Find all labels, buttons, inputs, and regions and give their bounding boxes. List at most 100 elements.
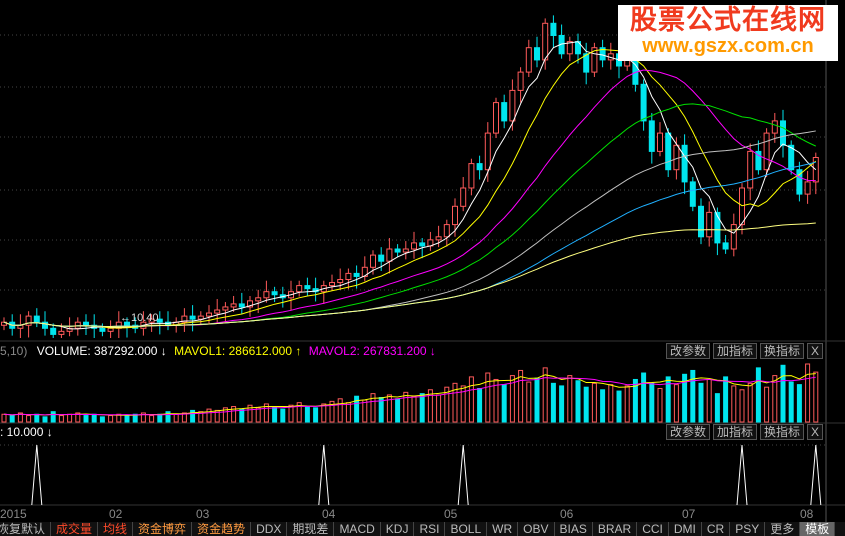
candle-down [714,211,721,244]
volume-bar [575,380,581,423]
candle-down [780,120,786,146]
tab-volume[interactable]: 成交量 [51,522,99,536]
candle-up [443,224,450,238]
tab-basis[interactable]: 期现差 [287,522,335,536]
tab-psy[interactable]: PSY [730,522,766,536]
volume-bar [231,406,237,423]
volume-bar [304,406,310,423]
candle-up [402,248,409,253]
volume-bar [632,378,638,423]
tab-more[interactable]: 更多 [765,522,801,536]
add-indicator-button[interactable]: 加指标 [712,343,757,359]
tab-macd[interactable]: MACD [334,522,381,536]
tab-fund-trend[interactable]: 资金趋势 [192,522,252,536]
candle-down [238,303,245,308]
add-indicator-button[interactable]: 加指标 [712,424,757,440]
ma45-line [3,130,816,328]
volume-bar [731,385,737,423]
candle-down [353,272,360,277]
candle-down [378,254,385,262]
volume-bar [75,412,81,423]
volume-bar [501,384,507,423]
volume-bar [99,416,105,423]
tab-boll[interactable]: BOLL [445,522,488,536]
swap-indicator-button[interactable]: 换指标 [759,424,804,440]
volume-bar [772,375,778,423]
tab-obv[interactable]: OBV [518,522,555,536]
tab-ddx[interactable]: DDX [251,522,288,536]
candle-up [222,306,229,311]
candle-up [591,47,598,73]
candle-down [99,327,106,332]
candle-up [730,224,737,250]
candle-up [386,248,393,262]
signal-spike [31,444,43,506]
tab-rsi[interactable]: RSI [414,522,446,536]
close-panel-button[interactable]: X [806,424,823,440]
date-label: 04 [322,507,336,521]
candle-up [370,254,376,268]
volume-bar [395,398,401,423]
mavol1-value: MAVOL1: 286612.000 [174,344,293,358]
candle-up [296,285,303,293]
tab-cci[interactable]: CCI [637,522,669,536]
candle-up [148,318,155,323]
date-label: 05 [444,507,458,521]
signal-spike [736,444,748,506]
candle-up [25,315,32,326]
tab-template[interactable]: 模板 [800,522,836,536]
volume-bar [116,413,122,423]
volume-bar [665,376,671,423]
volume-bar [280,408,286,423]
candle-up [542,22,549,61]
volume-bar [58,415,64,423]
candle-up [673,144,680,171]
volume-bar [485,372,491,423]
mavol2-down-arrow-icon: ↓ [429,344,436,358]
volume-bar [272,406,278,423]
volume-bar [50,411,56,423]
volume-bar [247,404,253,423]
volume-bar [108,415,114,423]
tab-cr[interactable]: CR [702,522,731,536]
date-label: 2015 [0,507,27,521]
candle-down [156,318,163,323]
candle-up [214,309,221,314]
candle-up [452,205,458,226]
volume-bar [747,382,753,423]
volume-bar [583,386,589,423]
volume-bar [42,416,48,423]
candle-up [411,242,417,250]
date-label: 03 [196,507,210,521]
volume-bar [370,393,376,423]
tab-bias[interactable]: BIAS [555,522,593,536]
candle-up [435,236,442,241]
volume-bar [17,412,23,423]
close-panel-button[interactable]: X [806,343,823,359]
tab-kdj[interactable]: KDJ [381,522,415,536]
tab-wr[interactable]: WR [487,522,519,536]
volume-bar [796,384,802,423]
tab-restore-default[interactable]: 恢复默认 [0,522,52,536]
volume-bar [600,389,606,423]
volume-bar [509,375,515,423]
tab-brar[interactable]: BRAR [593,522,638,536]
volume-value: VOLUME: 387292.000 [36,344,158,358]
volume-bar [403,391,409,423]
volume-bar [567,375,573,423]
candle-up [66,327,73,332]
tab-dmi[interactable]: DMI [669,522,702,536]
modify-params-button[interactable]: 改参数 [665,424,710,440]
volume-panel-header: 5,10) VOLUME: 387292.000 ↓ MAVOL1: 28661… [0,343,845,360]
swap-indicator-button[interactable]: 换指标 [759,343,804,359]
mavol1-up-arrow-icon: ↑ [295,344,302,358]
volume-bar [354,395,360,423]
modify-params-button[interactable]: 改参数 [665,343,710,359]
volume-bar [673,384,679,423]
candle-down [722,242,729,250]
tab-ma[interactable]: 均线 [98,522,134,536]
tab-fund-game[interactable]: 资金博弈 [133,522,193,536]
volume-bar [608,384,614,423]
candle-up [230,303,237,308]
